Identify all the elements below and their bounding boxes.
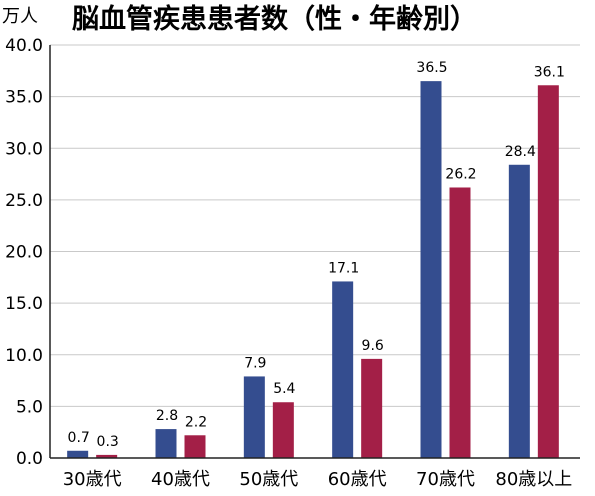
y-tick-label: 0.0: [16, 449, 43, 469]
y-axis-unit-label: 万人: [2, 6, 38, 27]
x-category-label: 50歳代: [239, 469, 298, 490]
x-category-label: 70歳代: [416, 469, 475, 490]
bar-value-label: 36.1: [534, 64, 565, 80]
chart-title: 脳血管疾患患者数（性・年齢別）: [71, 3, 477, 35]
x-category-label: 40歳代: [151, 469, 210, 490]
y-tick-label: 40.0: [5, 36, 43, 56]
value-labels: 0.7 0.3 2.8 2.2 7.9 5.4 17.1 9.6 36.5 26.2 28.4 36.…: [68, 60, 565, 450]
bar-value-label: 17.1: [328, 260, 359, 276]
axes: [49, 45, 580, 459]
y-tick-label: 25.0: [5, 191, 43, 211]
bar-series-2: [96, 454, 118, 458]
bar-value-label: 0.3: [97, 434, 119, 450]
bar-series-2: [537, 85, 559, 458]
bar-series-1: [243, 376, 265, 458]
bar-value-label: 2.2: [185, 414, 207, 430]
bar-series-1: [420, 81, 442, 458]
bar-value-label: 28.4: [505, 144, 536, 160]
bars: [67, 81, 559, 459]
bar-value-label: 9.6: [362, 338, 384, 354]
y-tick-label: 20.0: [5, 243, 43, 263]
y-tick-label: 5.0: [16, 397, 43, 417]
bar-value-label: 0.7: [68, 430, 90, 446]
bar-series-1: [332, 281, 354, 458]
bar-series-2: [361, 358, 383, 458]
bar-series-1: [155, 429, 177, 458]
bar-value-label: 26.2: [445, 166, 476, 182]
bar-series-1: [67, 450, 89, 458]
y-tick-labels: 0.0 5.0 10.0 15.0 20.0 25.0 30.0 35.0 40.0: [5, 36, 43, 469]
gridlines: [50, 44, 580, 407]
bar-value-label: 36.5: [416, 60, 447, 76]
bar-series-2: [449, 187, 471, 459]
y-tick-label: 35.0: [5, 88, 43, 108]
x-category-label: 80歳以上: [495, 469, 572, 490]
bar-value-label: 2.8: [156, 408, 178, 424]
x-category-labels: 30歳代 40歳代 50歳代 60歳代 70歳代 80歳以上: [63, 469, 573, 490]
y-tick-label: 15.0: [5, 294, 43, 314]
bar-value-label: 7.9: [244, 355, 266, 371]
y-tick-label: 10.0: [5, 346, 43, 366]
bar-series-2: [272, 402, 294, 458]
x-category-label: 30歳代: [63, 469, 122, 490]
bar-value-label: 5.4: [273, 381, 295, 397]
x-category-label: 60歳代: [328, 469, 387, 490]
y-tick-label: 30.0: [5, 139, 43, 159]
bar-series-1: [508, 164, 530, 458]
bar-series-2: [184, 435, 206, 458]
